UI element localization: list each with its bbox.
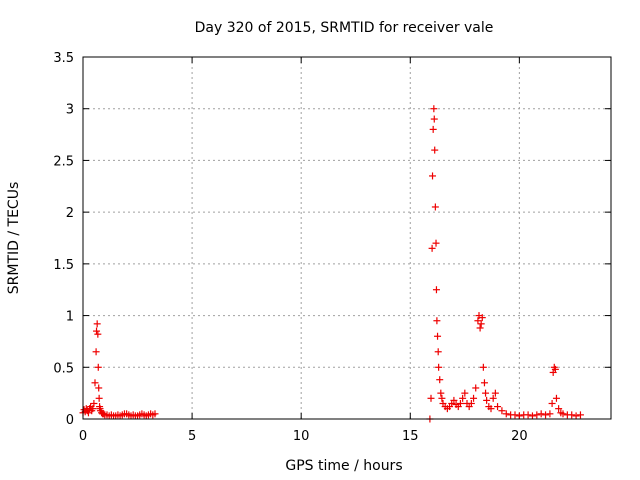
- data-point: [524, 411, 532, 419]
- plot-frame: [82, 56, 612, 420]
- x-tick-label: 15: [402, 429, 419, 444]
- x-tick-label: 5: [188, 429, 196, 444]
- data-point: [467, 399, 475, 407]
- data-point: [472, 384, 480, 392]
- data-point: [100, 410, 108, 418]
- y-tick-label: 2.5: [53, 154, 74, 169]
- data-point: [470, 394, 478, 402]
- data-point: [528, 412, 536, 420]
- data-point: [94, 363, 102, 371]
- data-point: [93, 327, 101, 335]
- data-point: [542, 411, 550, 419]
- data-point: [428, 244, 436, 252]
- data-point: [476, 324, 484, 332]
- y-tick-label: 3: [66, 103, 74, 118]
- data-point: [431, 203, 439, 211]
- data-point: [515, 412, 523, 420]
- data-point: [482, 389, 490, 397]
- data-point: [546, 410, 554, 418]
- x-tick-label: 0: [79, 429, 87, 444]
- data-point: [95, 394, 103, 402]
- y-tick-label: 1: [66, 310, 74, 325]
- chart-title: Day 320 of 2015, SRMTID for receiver val…: [195, 20, 494, 36]
- data-point: [91, 379, 99, 387]
- grid: [83, 57, 611, 419]
- data-point: [491, 389, 499, 397]
- data-point: [433, 317, 441, 325]
- data-point: [435, 363, 443, 371]
- x-tick-label: 20: [511, 429, 528, 444]
- data-point: [429, 125, 437, 133]
- data-point: [434, 332, 442, 340]
- data-point: [498, 407, 506, 415]
- data-points: [79, 105, 584, 423]
- data-point: [555, 405, 563, 413]
- data-point: [489, 394, 497, 402]
- y-axis-title: SRMTID / TECUs: [6, 182, 22, 295]
- y-tick-label: 0.5: [53, 361, 74, 376]
- data-point: [90, 399, 98, 407]
- data-point: [537, 410, 545, 418]
- data-point: [437, 389, 445, 397]
- data-point: [92, 348, 100, 356]
- data-point: [459, 394, 467, 402]
- data-point: [494, 403, 502, 411]
- data-point: [511, 411, 519, 419]
- x-axis-title: GPS time / hours: [285, 458, 402, 474]
- data-point: [487, 405, 495, 413]
- data-point: [572, 412, 580, 420]
- y-tick-label: 2: [66, 206, 74, 221]
- data-point: [427, 394, 435, 402]
- y-tick-label: 0: [66, 413, 74, 428]
- data-point: [429, 172, 437, 180]
- data-point: [502, 410, 510, 418]
- data-point: [94, 330, 102, 338]
- data-point: [432, 239, 440, 247]
- data-point: [483, 396, 491, 404]
- data-point: [568, 411, 576, 419]
- data-point: [93, 320, 101, 328]
- data-point: [552, 394, 560, 402]
- data-point: [576, 411, 584, 419]
- data-point: [89, 405, 97, 413]
- data-point: [479, 363, 487, 371]
- data-point: [478, 314, 486, 322]
- y-tick-label: 3.5: [53, 51, 74, 66]
- data-point: [559, 410, 567, 418]
- data-point: [450, 396, 458, 404]
- data-point: [436, 376, 444, 384]
- data-point: [461, 389, 469, 397]
- data-point: [480, 379, 488, 387]
- data-point: [431, 146, 439, 154]
- data-point: [533, 411, 541, 419]
- data-point: [477, 320, 485, 328]
- data-point: [432, 286, 440, 294]
- ticks: 0 0.5 1 1.5 2 2.5 3 3.5 0 5 10 15 20: [53, 51, 611, 444]
- data-point: [95, 384, 103, 392]
- data-point: [434, 348, 442, 356]
- data-point: [438, 394, 446, 402]
- y-tick-label: 1.5: [53, 258, 74, 273]
- x-tick-label: 10: [293, 429, 310, 444]
- data-point: [151, 410, 159, 418]
- data-point: [430, 105, 438, 113]
- data-point: [430, 115, 438, 123]
- data-point: [474, 317, 482, 325]
- data-point: [548, 399, 556, 407]
- data-point: [551, 365, 559, 373]
- data-point: [456, 399, 464, 407]
